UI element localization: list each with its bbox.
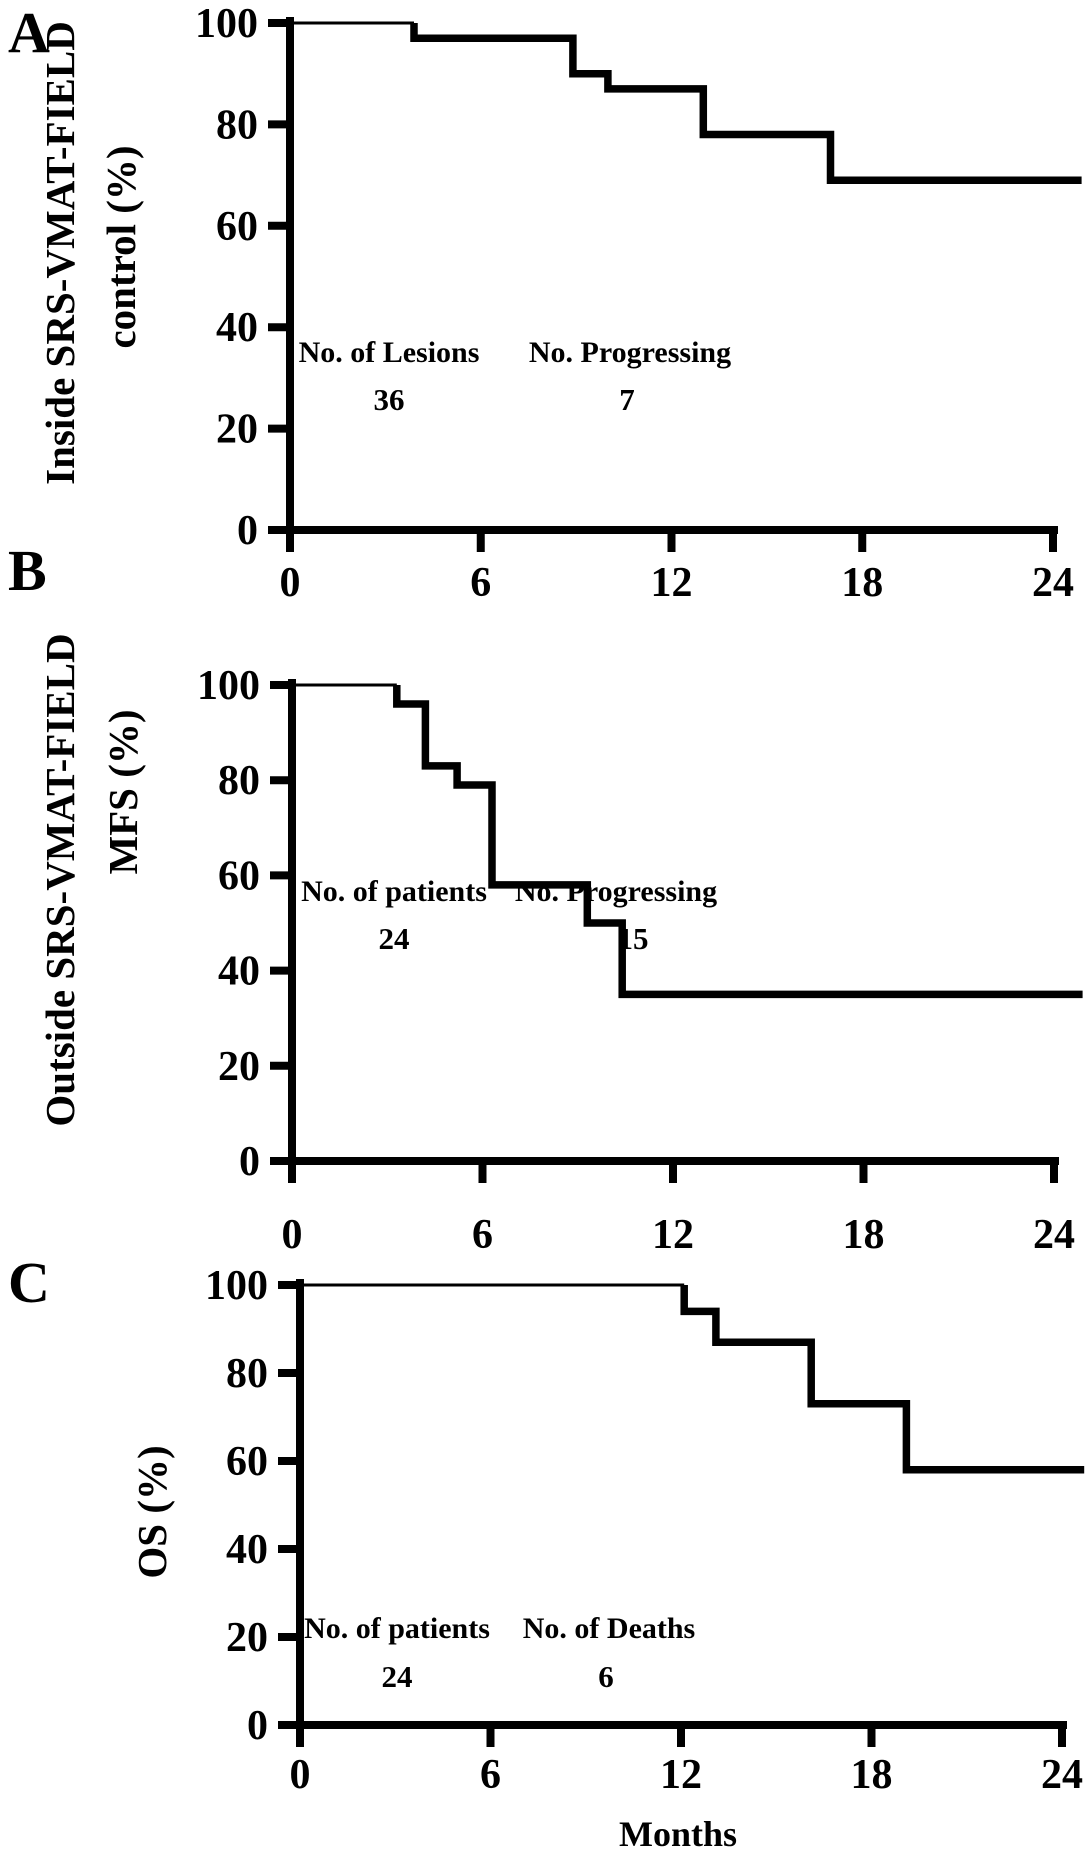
panel-b-annotation-progressing-value: 15 [617,921,649,956]
panel-b-annotation-patients-value: 24 [378,921,410,956]
panel-c-y-tick-label: 0 [247,1703,268,1749]
panel-c-annotation-deaths-label: No. of Deaths [522,1612,696,1645]
panel-c-x-tick-label: 18 [851,1752,893,1798]
panel-b-annotation-progressing-label: No. Progressing [514,875,718,908]
panel-b-x-tick-label: 12 [652,1212,694,1258]
panel-b-y-tick-label: 60 [218,853,260,899]
panel-b-y-tick-label: 40 [218,949,260,995]
panel-c-annotation-patients-value: 24 [381,1659,413,1694]
panel-c-y-tick-label: 100 [205,1263,268,1309]
panel-b-inner-axis-title: MFS (%) [100,709,146,875]
panel-a-y-tick-label: 40 [216,305,258,351]
panel-a-x-tick-label: 18 [841,560,883,606]
panel-c-y-tick-label: 40 [226,1527,268,1573]
panel-a-x-tick-label: 6 [470,560,491,606]
panel-c-y-tick-label: 20 [226,1615,268,1661]
panel-a-inner-axis-title: control (%) [98,145,144,349]
panel-b-y-tick-label: 80 [218,758,260,804]
panel-c-x-tick-label: 12 [660,1752,702,1798]
panel-c-y-tick-label: 60 [226,1439,268,1485]
panel-c-y-tick-label: 80 [226,1351,268,1397]
panel-a-outer-axis-title: Inside SRS-VMAT-FIELD [37,21,83,485]
panel-c-annotation-patients-label: No. of patients [304,1612,490,1645]
panel-a-x-tick-label: 12 [651,560,693,606]
panel-a-y-tick-label: 80 [216,102,258,148]
panel-a-y-tick-label: 60 [216,204,258,250]
panel-a-y-tick-label: 0 [237,508,258,554]
panel-b-y-tick-label: 20 [218,1044,260,1090]
panel-c-x-tick-label: 0 [290,1752,311,1798]
panel-a-x-tick-label: 0 [280,560,301,606]
panel-c-axis-title: OS (%) [129,1445,175,1579]
panel-b-x-tick-label: 6 [472,1212,493,1258]
panel-b-x-tick-label: 24 [1033,1212,1075,1258]
panel-c-letter: C [8,1250,50,1315]
panel-a-annotation-lesions-label: No. of Lesions [298,336,480,369]
panel-a-y-tick-label: 20 [216,407,258,453]
panel-b-x-tick-label: 18 [843,1212,885,1258]
panel-b-km-curve [393,685,1083,999]
panel-a-annotation-progressing-label: No. Progressing [528,336,732,369]
panel-a-y-tick-label: 100 [195,1,258,47]
panel-b-outer-axis-title: Outside SRS-VMAT-FIELD [37,633,83,1127]
panel-c-km-curve [680,1285,1085,1474]
panel-b-annotation-patients-label: No. of patients [301,875,487,908]
x-axis-title-months: Months [618,1814,738,1854]
panel-a-letter: A [8,0,50,65]
panel-c-x-tick-label: 6 [480,1752,501,1798]
panel-b-y-tick-label: 0 [239,1139,260,1185]
panel-a-annotation-lesions-value: 36 [373,382,405,417]
panel-a-annotation-progressing-value: 7 [619,382,635,417]
panel-a-x-tick-label: 24 [1032,560,1074,606]
panel-b-x-tick-label: 0 [282,1212,303,1258]
panel-c-annotation-deaths-value: 6 [598,1659,614,1694]
panel-b-letter: B [8,538,47,603]
panel-a-km-curve [410,23,1082,184]
panel-b-y-tick-label: 100 [197,663,260,709]
panel-c-x-tick-label: 24 [1041,1752,1083,1798]
